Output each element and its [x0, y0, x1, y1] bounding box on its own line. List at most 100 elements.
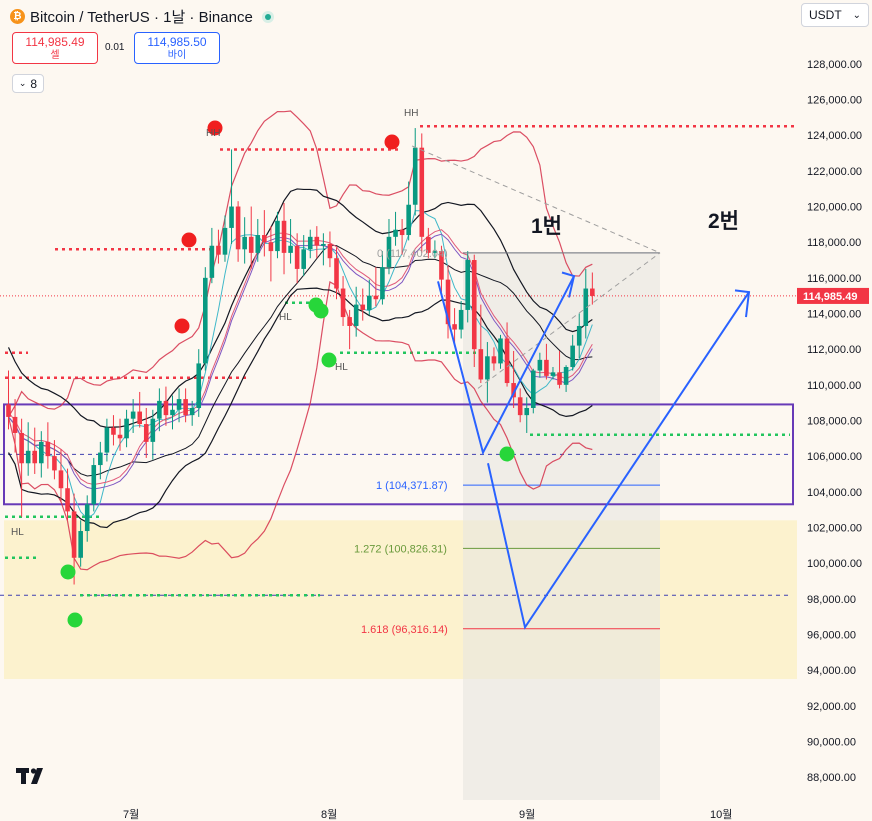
candle-body: [163, 400, 169, 416]
swing-label: HL: [335, 362, 348, 373]
candle-body: [517, 397, 523, 416]
y-tick-label: 110,000.00: [807, 380, 861, 392]
candle-body: [576, 325, 582, 346]
candle-body: [485, 356, 490, 380]
indicator-lines: [7, 110, 593, 571]
candle-body: [137, 411, 142, 425]
candle-body: [399, 229, 405, 236]
candle-body: [353, 304, 359, 326]
candle-body: [209, 245, 215, 278]
candle-body: [6, 404, 11, 417]
candle-body: [170, 409, 175, 416]
spread-value: 0.01: [105, 42, 125, 53]
trend-arrow-1: [437, 275, 575, 456]
candle-body: [65, 488, 70, 512]
buy-signal-dot: [67, 612, 83, 628]
symbol-title: Bitcoin / TetherUS · 1날 · Binance: [30, 9, 253, 26]
tradingview-logo: [16, 768, 43, 784]
candle-body: [314, 236, 320, 246]
candle-body: [373, 295, 379, 300]
y-tick-label: 114,000.00: [807, 309, 861, 321]
swing-label: HL: [279, 312, 292, 323]
candle-body: [235, 206, 241, 250]
drawings: [60, 120, 751, 630]
candle-body: [189, 407, 195, 416]
y-tick-label: 120,000.00: [807, 202, 862, 214]
upper-band: [7, 110, 593, 418]
buy-button[interactable]: 114,985.50 바이: [134, 32, 220, 64]
buy-label: 바이: [167, 50, 187, 61]
buy-signal-dot: [313, 303, 329, 319]
y-tick-label: 88,000.00: [807, 772, 856, 784]
candle-body: [52, 456, 57, 471]
y-tick-label: 96,000.00: [807, 629, 856, 641]
y-tick-label: 98,000.00: [807, 594, 856, 606]
y-tick-label: 112,000.00: [807, 344, 861, 356]
sell-button[interactable]: 114,985.49 셀: [12, 32, 98, 64]
sell-signal-dot: [207, 120, 223, 136]
candle-body: [570, 345, 575, 367]
swing-label: HH: [206, 128, 220, 139]
upper-envelope: [7, 188, 593, 428]
candle-body: [45, 441, 51, 457]
lower-envelope: [7, 287, 593, 529]
swing-label: HH: [404, 108, 418, 119]
arrow-head-1: [561, 271, 576, 298]
candle-body: [124, 418, 129, 439]
candle-body: [91, 465, 97, 505]
candle-body: [248, 236, 254, 253]
candle-body: [78, 531, 83, 558]
candle-body: [19, 432, 24, 464]
candle-body: [340, 288, 346, 318]
candle-body: [445, 279, 451, 325]
currency-select[interactable]: USDT ⌄: [801, 3, 869, 27]
y-tick-label: 118,000.00: [807, 237, 861, 249]
y-tick-label: 124,000.00: [807, 130, 862, 142]
y-tick-label: 100,000.00: [807, 558, 862, 570]
candle-body: [590, 288, 595, 296]
candle-body: [39, 441, 44, 464]
currency-value: USDT: [809, 8, 842, 22]
candle-body: [84, 504, 90, 532]
candle-body: [104, 427, 110, 453]
candle-body: [491, 356, 497, 364]
buy-price: 114,985.50: [147, 35, 207, 49]
x-tick-label: 9월: [519, 808, 535, 821]
candle-body: [393, 229, 398, 237]
indicators-toggle[interactable]: ⌄ 8: [12, 74, 44, 93]
fib-label-1618: 1.618 (96,316.14): [361, 624, 448, 636]
candle-body: [524, 407, 530, 416]
candle-body: [111, 427, 116, 435]
x-tick-label: 10월: [710, 808, 732, 821]
candle-body: [294, 245, 300, 269]
candle-body: [531, 370, 536, 408]
candle-body: [12, 416, 18, 433]
candle-body: [32, 450, 38, 464]
candle-body: [504, 338, 510, 384]
y-tick-label: 122,000.00: [807, 166, 862, 178]
target-zone: [4, 520, 797, 680]
candle-body: [25, 450, 31, 464]
annotation-1: 1번: [531, 215, 562, 238]
candle-body: [412, 147, 418, 205]
fib-label-1272: 1.272 (100,826.31): [354, 543, 447, 555]
y-tick-label: 116,000.00: [807, 273, 861, 285]
y-tick-label: 92,000.00: [807, 701, 856, 713]
candle-body: [452, 324, 457, 330]
candle-body: [71, 511, 77, 558]
candle-body: [498, 338, 503, 364]
candle-body: [367, 295, 372, 310]
fib-diagonal: [477, 252, 661, 389]
y-tick-label: 90,000.00: [807, 736, 856, 748]
bitcoin-icon: ₿: [10, 9, 25, 24]
sell-price: 114,985.49: [25, 35, 85, 49]
y-tick-label: 126,000.00: [807, 95, 862, 107]
candle-body: [183, 399, 188, 416]
candle-body: [307, 236, 313, 250]
symbol-header[interactable]: ₿ Bitcoin / TetherUS · 1날 · Binance: [10, 6, 274, 27]
candle-body: [439, 251, 444, 280]
candle-body: [537, 359, 543, 371]
candle-body: [262, 235, 267, 243]
